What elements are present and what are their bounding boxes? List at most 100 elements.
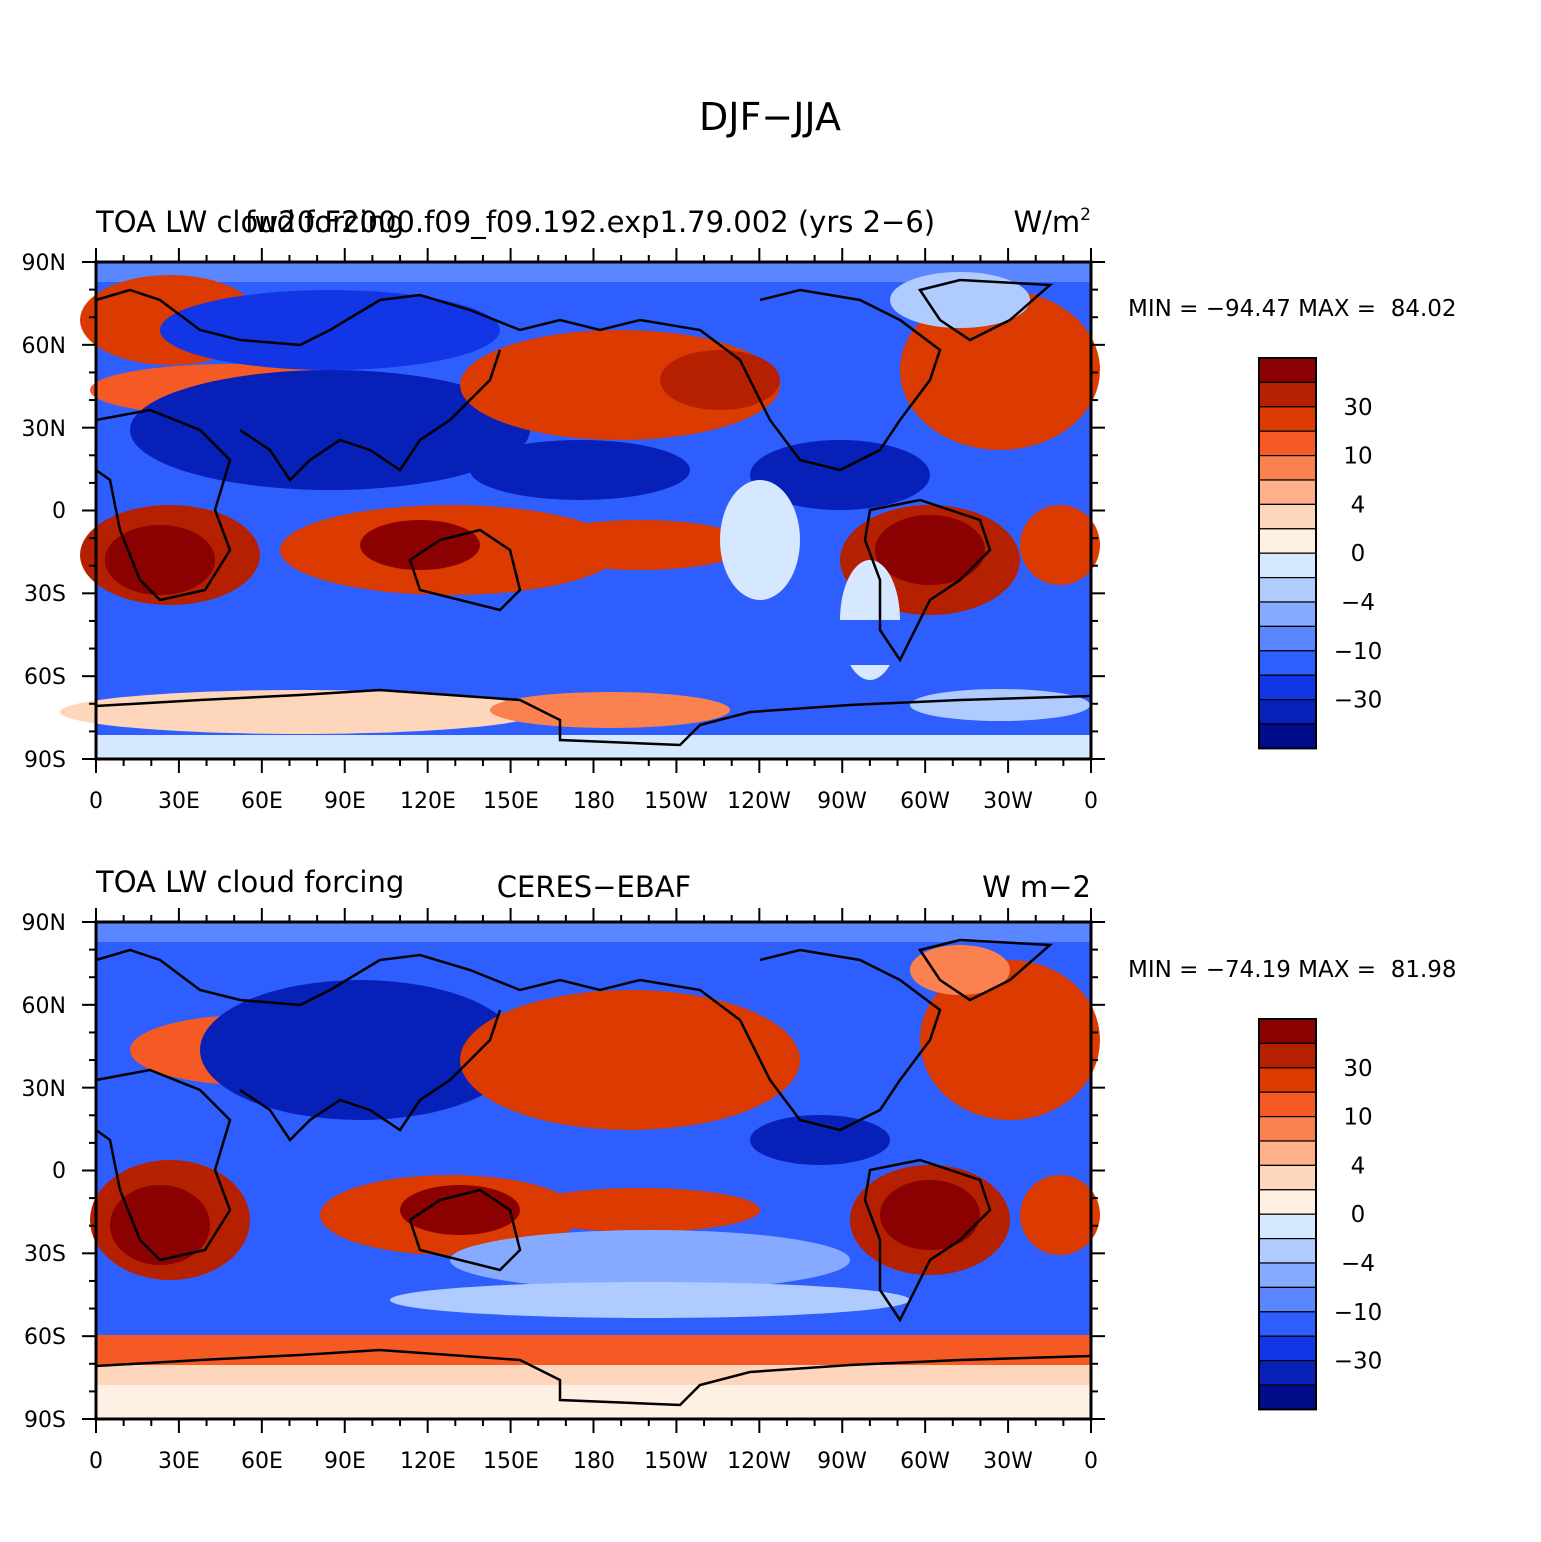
tick-marks [82,248,1105,773]
panel-center-title: CERES−EBAF [497,870,692,904]
colorbar-swatch [1258,1115,1317,1142]
colorbar-label: −4 [1341,1251,1375,1277]
colorbar-label: −10 [1334,1300,1383,1326]
lat-axis: 90N 60N 30N 0 30S 60S 90S [22,911,66,1433]
colorbar-label: 10 [1343,1105,1372,1131]
colorbar-swatch [1258,1164,1317,1191]
colorbar-label: 4 [1351,492,1366,518]
colorbar-label: 30 [1343,395,1372,421]
lon-label: 30W [983,1449,1033,1474]
colorbar-swatch [1258,503,1317,530]
colorbar-label: 4 [1351,1153,1366,1179]
colorbar-swatch [1258,528,1317,554]
lon-label: 90W [817,789,867,814]
lon-label: 150W [644,1449,708,1474]
colorbar-swatch [1258,1091,1317,1118]
lon-label: 0 [89,789,103,814]
lat-label: 0 [52,1159,66,1184]
lat-label: 0 [52,499,66,524]
colorbar-label: 0 [1351,1202,1366,1228]
colorbar-label: 30 [1343,1056,1372,1082]
lon-label: 150E [483,789,539,814]
colorbar-swatch [1258,1286,1317,1313]
lon-label: 150E [483,1449,539,1474]
stats-text: MIN = −74.19 MAX = 81.98 [1128,957,1457,983]
colorbar-swatch [1258,1384,1317,1410]
colorbar-frame [1258,1018,1317,1411]
lon-label: 60E [241,789,283,814]
panel-units-text: W m−2 [982,870,1091,904]
lon-label: 0 [89,1449,103,1474]
lon-label: 90W [817,1449,867,1474]
colorbar-swatch [1258,455,1317,481]
lon-label: 60E [241,1449,283,1474]
colorbar-swatch [1258,650,1317,676]
colorbar-swatch [1258,698,1317,725]
colorbar-swatch [1258,430,1317,457]
colorbar-swatch [1258,576,1317,603]
colorbar-swatch [1258,1213,1317,1240]
lon-label: 150W [644,789,708,814]
colorbar-label: −4 [1341,590,1375,616]
lat-label: 90S [24,1408,66,1433]
panel-model: TOA LW cloud forcing fw20.F2000.f09_f09.… [22,205,1457,814]
colorbar-swatch [1258,674,1317,701]
colorbar-frame [1258,357,1317,750]
colorbar-swatch [1258,723,1317,749]
colorbar-swatch [1258,1359,1317,1386]
lon-label: 120W [727,1449,791,1474]
lon-label: 120W [727,789,791,814]
lat-label: 30S [24,582,66,607]
lat-label: 60S [24,1325,66,1350]
colorbar-swatch [1258,1237,1317,1264]
colorbar-label: −30 [1334,1349,1383,1375]
colorbar-swatch [1258,625,1317,652]
lon-label: 180 [573,1449,615,1474]
colorbar-swatch [1258,357,1317,383]
panel-center-title: fw20.F2000.f09_f09.192.exp1.79.002 (yrs … [245,205,935,239]
colorbar-swatch [1258,1311,1317,1337]
lat-label: 90N [22,251,66,276]
lat-label: 30S [24,1242,66,1267]
colorbar-label: 10 [1343,444,1372,470]
panel-units-text: W/m [1013,205,1080,239]
colorbar: 30 10 4 0 −4 −10 −30 [1258,357,1383,750]
colorbar-swatch [1258,1042,1317,1069]
colorbar-swatch [1258,406,1317,432]
colorbar-label: 0 [1351,541,1366,567]
colorbar-label: −10 [1334,639,1383,665]
colorbar-swatch [1258,1189,1317,1215]
colorbar: 30 10 4 0 −4 −10 −30 [1258,1018,1383,1411]
colorbar-swatch [1258,552,1317,579]
tick-marks [82,908,1105,1433]
lat-axis: 90N 60N 30N 0 30S 60S 90S [22,251,66,773]
lat-label: 90N [22,911,66,936]
lon-label: 30W [983,789,1033,814]
lon-label: 120E [400,1449,456,1474]
lat-label: 90S [24,748,66,773]
lat-label: 60S [24,665,66,690]
lon-axis: 0 30E 60E 90E 120E 150E 180 150W 120W 90… [89,1449,1098,1474]
colorbar-swatch [1258,1262,1317,1288]
panel-units: W/m2 [1013,205,1091,239]
colorbar-swatch [1258,1018,1317,1044]
stats-text: MIN = −94.47 MAX = 84.02 [1128,296,1457,322]
lon-label: 180 [573,789,615,814]
colorbar-swatch [1258,1140,1317,1166]
lon-label: 120E [400,789,456,814]
lon-label: 90E [324,1449,366,1474]
colorbar-swatch [1258,601,1317,627]
lon-label: 90E [324,789,366,814]
lat-label: 60N [22,334,66,359]
lon-label: 30E [158,1449,200,1474]
panel-units-sup: 2 [1080,205,1091,225]
lon-label: 0 [1084,1449,1098,1474]
lat-label: 30N [22,417,66,442]
colorbar-swatch [1258,381,1317,408]
panel-left-title: TOA LW cloud forcing [95,865,404,899]
colorbar-swatch [1258,479,1317,505]
lon-label: 60W [900,1449,950,1474]
colorbar-swatch [1258,1335,1317,1362]
panel-left-title: TOA LW cloud forcing [95,205,404,239]
panel-units: W m−2 [982,870,1091,904]
